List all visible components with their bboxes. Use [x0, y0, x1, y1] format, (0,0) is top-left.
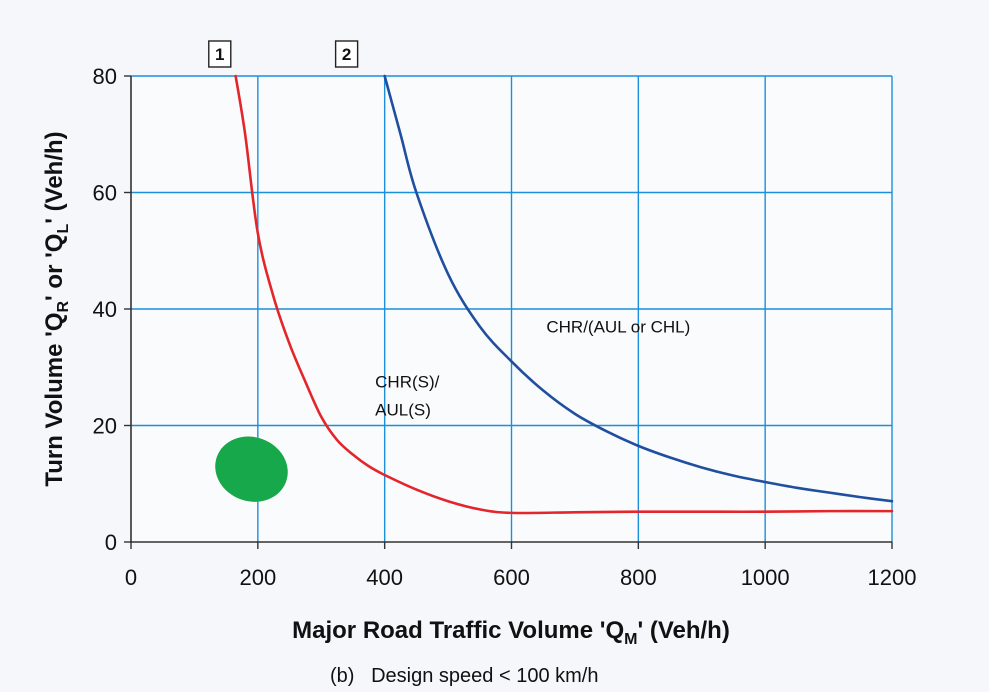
region-label-2: CHR/(AUL or CHL) — [546, 317, 690, 336]
y-tick-label: 0 — [105, 530, 117, 555]
series-line-2 — [383, 74, 894, 503]
y-tick-label: 40 — [93, 297, 117, 322]
curve-label-2: 2 — [342, 45, 351, 64]
y-axis-title: Turn Volume 'QR' or 'QL' (Veh/h) — [41, 131, 72, 486]
x-tick-label: 1200 — [868, 565, 917, 590]
y-tick-label: 20 — [93, 414, 117, 439]
y-tick-label: 80 — [93, 64, 117, 89]
x-tick-label: 800 — [620, 565, 657, 590]
axes — [124, 75, 893, 549]
figure-caption: (b) Design speed < 100 km/h — [330, 665, 598, 687]
curve-label-box-2 — [334, 40, 359, 68]
x-tick-label: 0 — [125, 565, 137, 590]
grid — [131, 75, 893, 542]
series-line-1 — [234, 74, 894, 515]
x-tick-label: 200 — [239, 565, 276, 590]
region-label-1: AUL(S) — [375, 401, 431, 420]
region-label-1: CHR(S)/ — [375, 373, 439, 392]
tick-labels: 0 200 400 600 800 1000 1200 0 20 40 60 80 — [93, 64, 917, 590]
series-layer — [234, 74, 894, 515]
x-tick-label: 600 — [493, 565, 530, 590]
curve-label-box-1 — [208, 40, 232, 68]
y-tick-label: 60 — [93, 181, 117, 206]
ellipse-layer — [215, 436, 288, 502]
x-tick-label: 1000 — [741, 565, 790, 590]
shaded-zone-ellipse — [215, 436, 288, 502]
curve-label-1: 1 — [215, 45, 224, 64]
x-axis-title: Major Road Traffic Volume 'QM' (Veh/h) — [292, 617, 730, 648]
region-labels: CHR(S)/ AUL(S) CHR/(AUL or CHL) — [375, 317, 690, 419]
x-tick-label: 400 — [366, 565, 403, 590]
